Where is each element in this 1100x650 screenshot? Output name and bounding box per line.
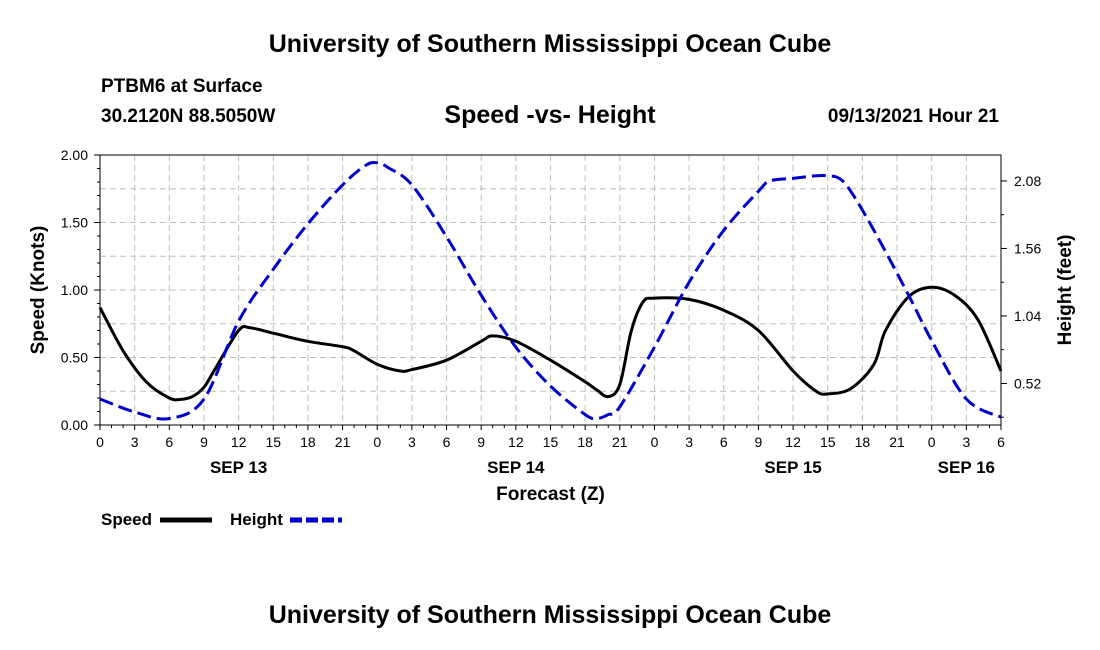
y2-axis-label: Height (feet) [1055,235,1076,346]
legend-height-label: Height [230,510,283,529]
x-date-label: SEP 16 [938,458,995,477]
y-tick-label: 1.50 [61,215,88,231]
legend: Speed Height [101,510,342,529]
x-tick-label: 0 [373,434,381,450]
y-tick-label: 1.00 [61,282,88,298]
x-tick-label: 3 [962,434,970,450]
station-location: 30.2120N 88.5050W [101,106,276,127]
x-tick-label: 9 [200,434,208,450]
y2-tick-label: 0.52 [1014,375,1041,391]
x-tick-label: 21 [612,434,628,450]
x-tick-label: 6 [720,434,728,450]
top-title: University of Southern Mississippi Ocean… [268,30,832,58]
x-tick-label: 0 [651,434,659,450]
forecast-datetime: 09/13/2021 Hour 21 [827,106,999,127]
x-tick-label: 6 [443,434,451,450]
x-tick-label: 12 [508,434,524,450]
x-tick-label: 6 [165,434,173,450]
x-date-label: SEP 14 [487,458,545,477]
x-tick-label: 3 [131,434,139,450]
x-tick-label: 18 [577,434,593,450]
grid-lines [100,155,1001,425]
x-tick-label: 0 [928,434,936,450]
y2-tick-label: 1.04 [1014,308,1041,324]
x-tick-label: 0 [96,434,104,450]
speed-series-line [98,285,1003,402]
y-tick-label: 0.50 [61,350,88,366]
x-tick-label: 21 [889,434,905,450]
chart-title: Speed -vs- Height [444,101,656,129]
y2-tick-label: 2.08 [1014,173,1041,189]
x-tick-label: 15 [265,434,281,450]
speed-height-chart: 0 3 6 9 12 15 18 21 0 3 6 9 12 15 18 21 0 3 6 9 12 15 18 21 0 3 6S… [28,147,1076,529]
x-tick-label: 15 [820,434,836,450]
x-tick-label: 18 [300,434,316,450]
x-tick-label: 15 [543,434,559,450]
x-tick-label: 9 [755,434,763,450]
height-series-line [99,160,1002,421]
x-tick-label: 9 [477,434,485,450]
x-tick-label: 21 [335,434,351,450]
legend-speed-label: Speed [101,510,152,529]
series-lines [98,160,1003,421]
y-tick-label: 0.00 [61,417,88,433]
x-date-label: SEP 15 [764,458,821,477]
station-name: PTBM6 at Surface [101,76,263,97]
y-axis-label: Speed (Knots) [28,226,49,355]
x-axis-label: Forecast (Z) [496,484,605,505]
x-tick-label: 6 [997,434,1005,450]
x-tick-label: 12 [231,434,247,450]
x-tick-label: 18 [855,434,871,450]
x-tick-label: 12 [785,434,801,450]
y-tick-label: 2.00 [61,147,88,163]
x-tick-label: 3 [685,434,693,450]
x-date-label: SEP 13 [210,458,267,477]
axis-ticks: 0 3 6 9 12 15 18 21 0 3 6 9 12 15 18 21 0 3 6 9 12 15 18 21 0 3 6S… [61,147,1042,477]
y2-tick-label: 1.56 [1014,240,1041,256]
x-tick-label: 3 [408,434,416,450]
bottom-title: University of Southern Mississippi Ocean… [268,601,832,629]
